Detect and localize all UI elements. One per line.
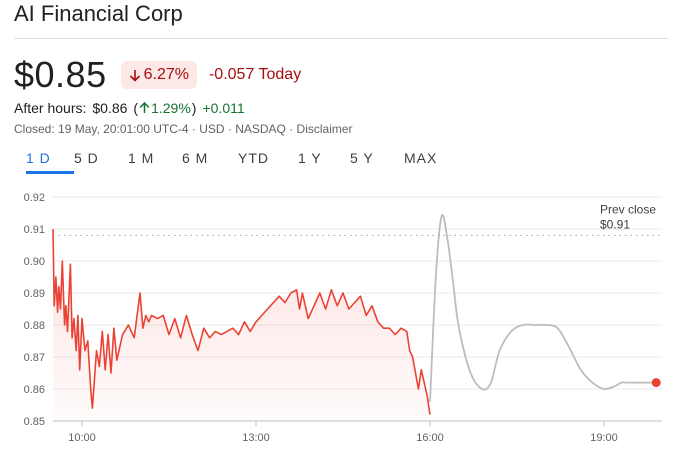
price-chart[interactable]: 0.92 0.91 0.90 0.89 0.88 0.87 0.86 0.85 10:00 13:… — [0, 180, 682, 468]
prev-close-value: $0.91 — [600, 217, 630, 231]
y-tick-label: 0.90 — [24, 256, 45, 268]
regular-session-line — [52, 228, 431, 415]
after-hours-change-abs: +0.011 — [202, 100, 245, 116]
after-hours-line — [429, 213, 657, 402]
x-tick-label: 10:00 — [68, 432, 96, 444]
y-tick-label: 0.89 — [24, 288, 45, 300]
regular-session-area — [53, 229, 430, 421]
tab-6m[interactable]: 6 M — [182, 150, 209, 166]
quote-meta: Closed: 19 May, 20:01:00 UTC-4 · USD · N… — [14, 122, 353, 136]
tab-1m[interactable]: 1 M — [128, 150, 155, 166]
arrow-down-icon — [129, 69, 140, 82]
after-hours-open-paren: ( — [133, 100, 139, 116]
after-hours-label: After hours: — [14, 100, 87, 116]
y-tick-label: 0.86 — [24, 384, 45, 396]
header-divider — [14, 38, 668, 39]
after-hours-row: After hours: $0.86 ( 1.29% ) +0.011 — [14, 100, 245, 116]
current-price: $0.85 — [14, 54, 107, 95]
after-hours-change: ( 1.29% ) — [133, 100, 196, 116]
after-hours-change-percent: 1.29% — [151, 100, 191, 116]
x-tick-label: 19:00 — [590, 432, 618, 444]
range-tabs: 1 D 5 D 1 M 6 M YTD 1 Y 5 Y MAX — [26, 148, 454, 174]
x-tick-label: 13:00 — [242, 432, 270, 444]
tab-5y[interactable]: 5 Y — [350, 150, 374, 166]
tab-1y[interactable]: 1 Y — [298, 150, 322, 166]
y-tick-label: 0.87 — [24, 352, 45, 364]
after-hours-close-paren: ) — [191, 100, 197, 116]
change-percent-badge: 6.27% — [120, 61, 197, 89]
prev-close-label: Prev close — [600, 202, 656, 216]
tab-ytd[interactable]: YTD — [238, 150, 269, 166]
x-tick-label: 16:00 — [416, 432, 444, 444]
change-percent: 6.27% — [143, 66, 189, 83]
y-tick-label: 0.92 — [24, 192, 45, 204]
y-tick-label: 0.85 — [24, 416, 45, 428]
after-hours-price: $0.86 — [92, 100, 128, 116]
last-price-marker — [651, 378, 661, 388]
y-tick-label: 0.91 — [24, 224, 45, 236]
tab-max[interactable]: MAX — [404, 150, 438, 166]
y-tick-label: 0.88 — [24, 320, 45, 332]
change-absolute: -0.057 Today — [208, 66, 302, 83]
arrow-up-icon — [139, 102, 150, 113]
tab-1d[interactable]: 1 D — [26, 148, 74, 174]
tab-5d[interactable]: 5 D — [74, 150, 99, 166]
price-row: $0.85 6.27% -0.057 Today — [14, 54, 301, 96]
page-title: AI Financial Corp — [14, 1, 183, 26]
